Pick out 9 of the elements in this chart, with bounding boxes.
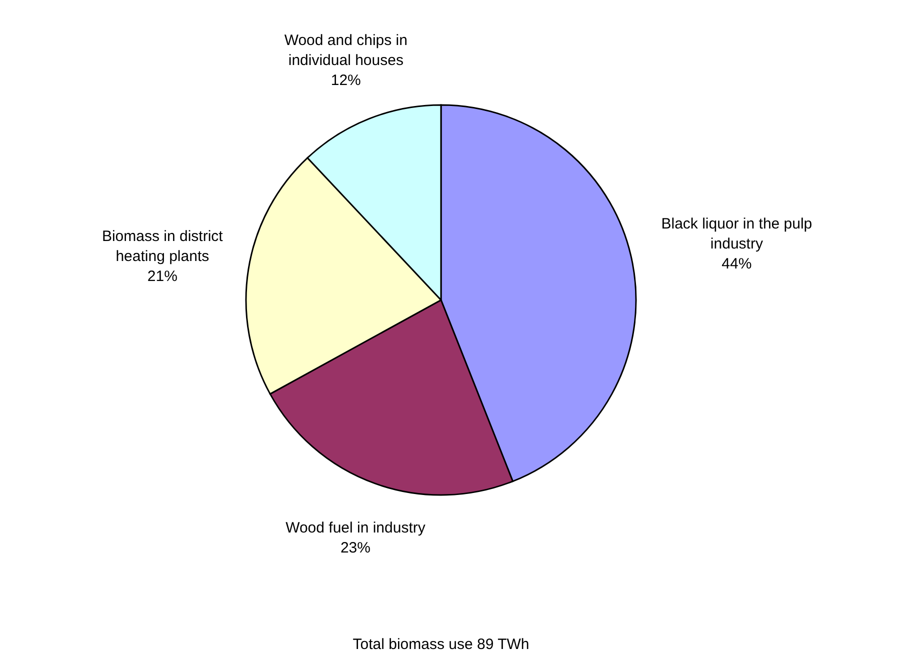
slice-label: Biomass in district heating plants (102, 228, 224, 265)
data-label: 23% (340, 540, 370, 557)
text: Total biomass use 89 TWh (352, 636, 530, 653)
slice-label: Wood and chips in individual houses (284, 32, 408, 69)
data-label: 44% (722, 256, 752, 273)
slice-label: Black liquor in the pulp industry (661, 216, 812, 253)
data-label: 21% (147, 268, 178, 285)
data-label: 12% (330, 72, 361, 89)
slice-label: Wood fuel in industry (286, 520, 426, 537)
